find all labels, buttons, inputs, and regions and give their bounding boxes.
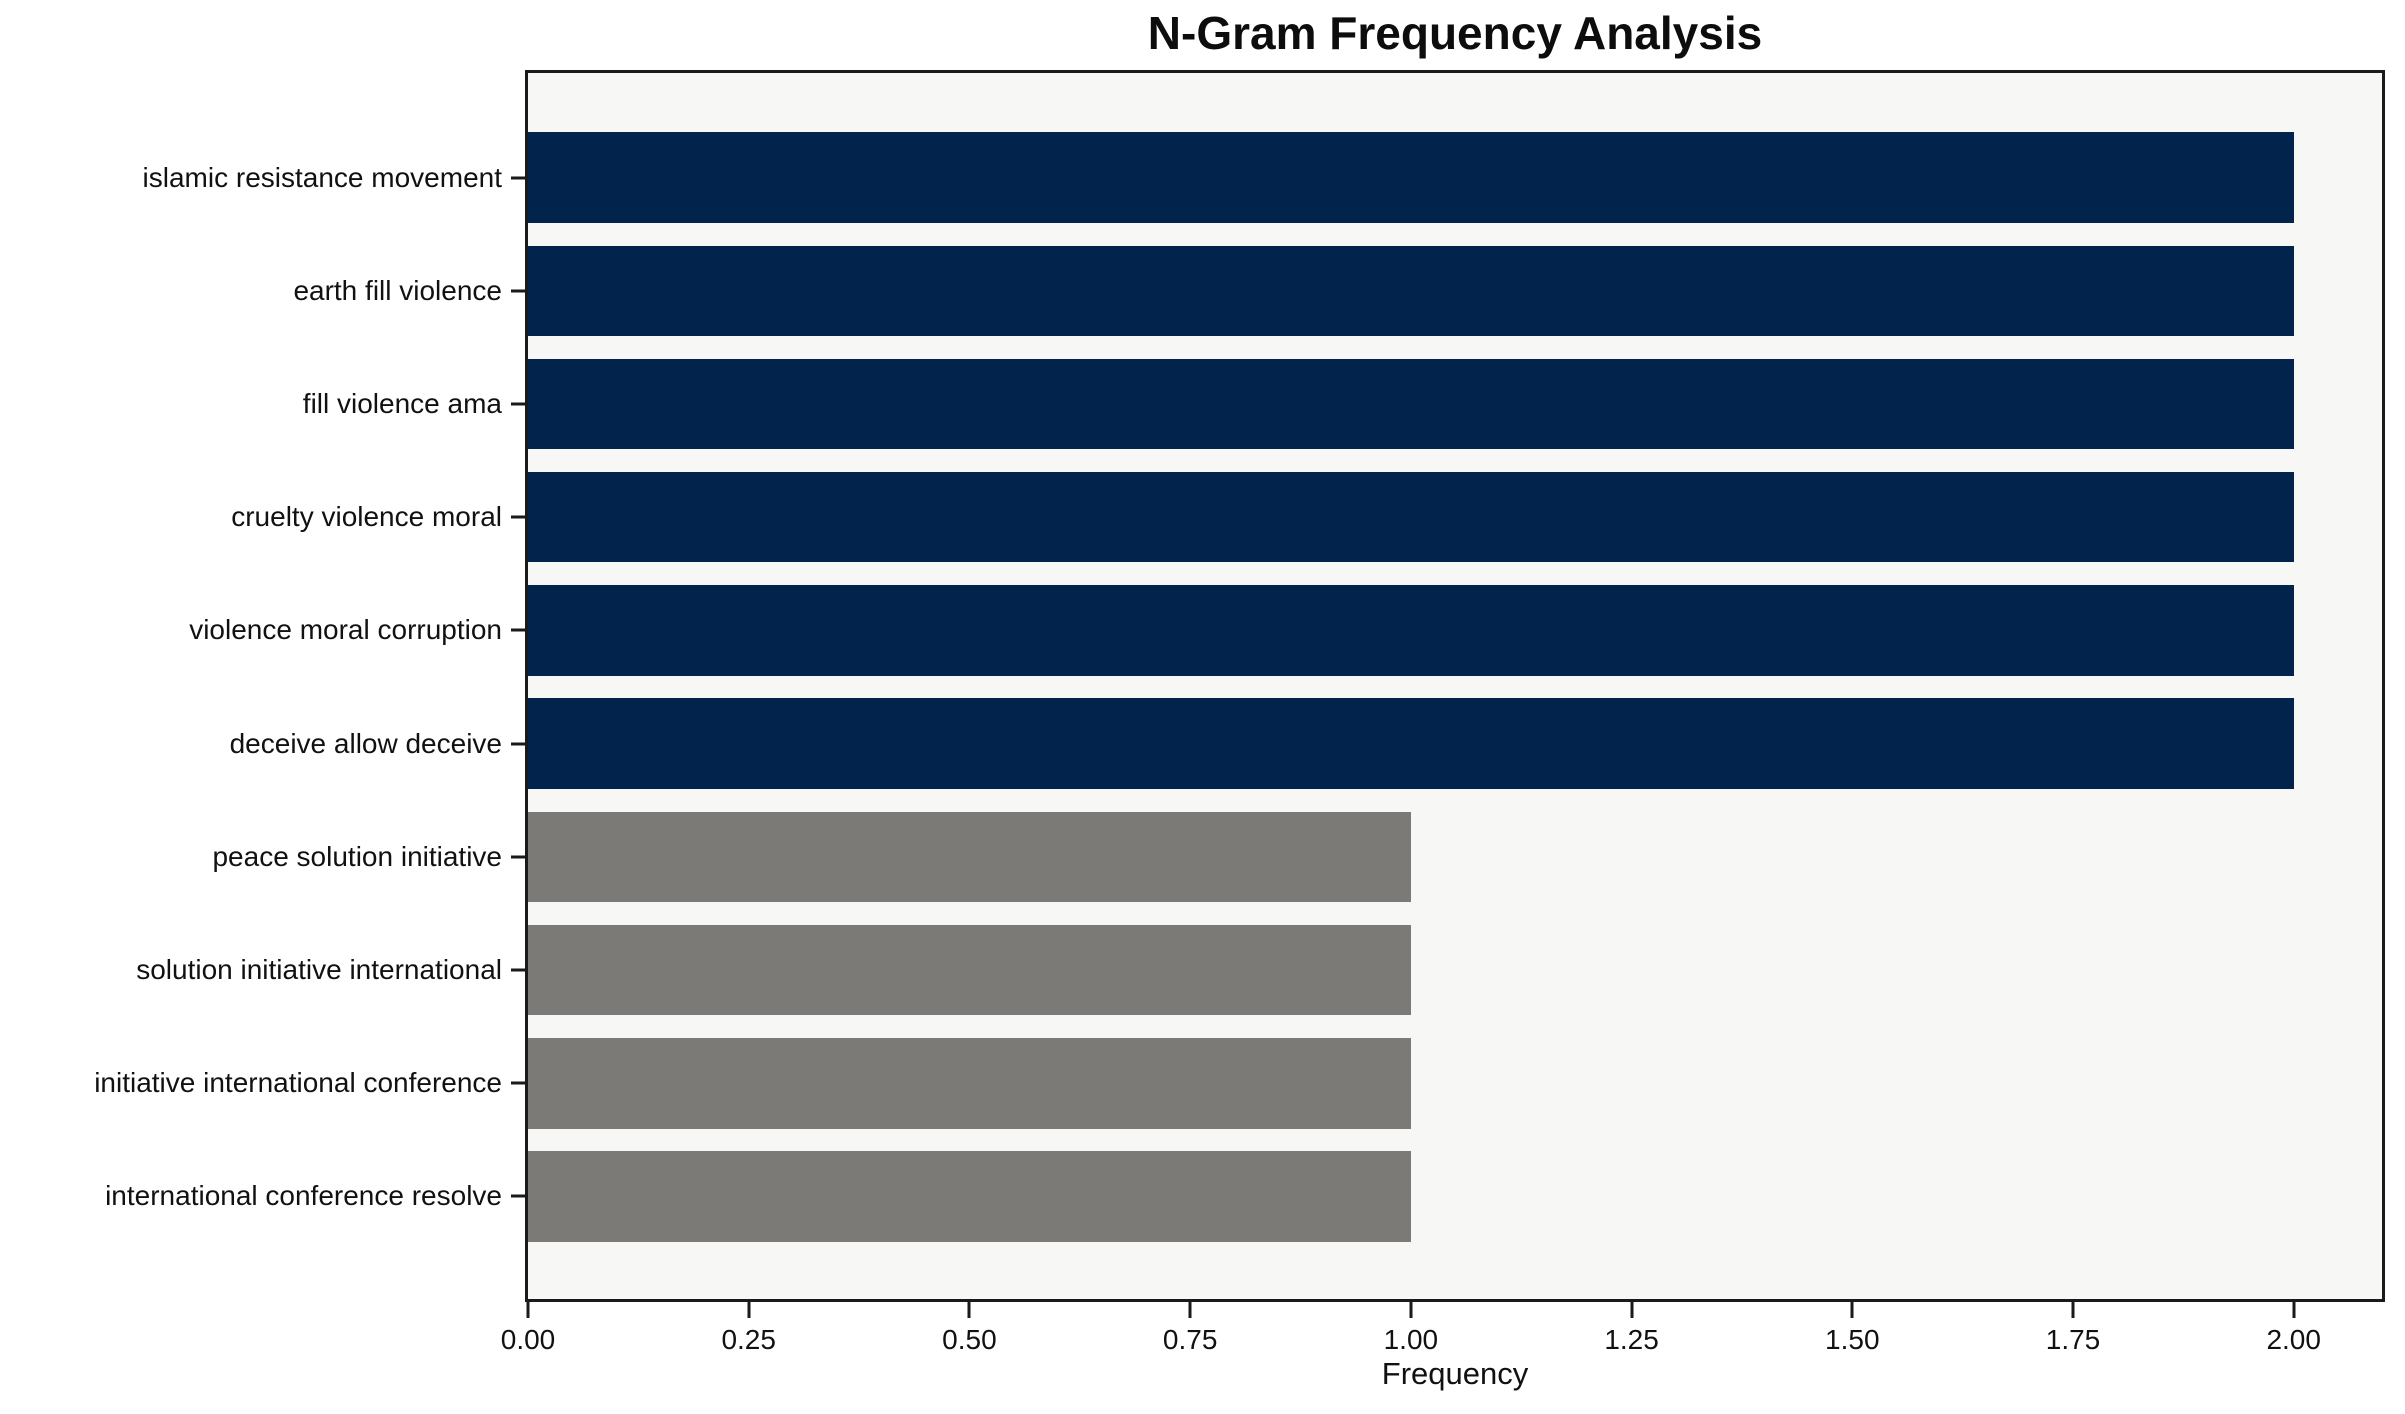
bar xyxy=(528,1037,1411,1129)
x-tick-label: 0.50 xyxy=(942,1324,997,1355)
x-tick-label: 1.00 xyxy=(1383,1324,1439,1355)
x-tick-mark xyxy=(2071,1302,2075,1318)
x-tick-label: 2.00 xyxy=(2266,1324,2321,1355)
bars-container: islamic resistance movement earth fill vi… xyxy=(94,121,2382,1253)
bar xyxy=(528,245,2294,337)
bar xyxy=(528,471,2294,563)
y-tick-mark xyxy=(511,1194,525,1198)
y-tick-mark xyxy=(511,628,525,632)
x-tick-mark xyxy=(967,1302,971,1318)
bar-row: earth fill violence xyxy=(293,234,2382,347)
bar xyxy=(528,698,2294,789)
bar-row: deceive allow deceive xyxy=(230,687,2382,800)
x-tick-label: 0.25 xyxy=(721,1324,776,1355)
bar-row: international conference resolve xyxy=(105,1140,2382,1253)
bar-row: peace solution initiative xyxy=(212,800,2382,913)
plot-area: islamic resistance movement earth fill vi… xyxy=(94,70,2385,1302)
bar-row: solution initiative international xyxy=(136,913,2382,1026)
bar-row: cruelty violence moral xyxy=(231,461,2382,574)
y-tick-label: international conference resolve xyxy=(105,1180,502,1212)
x-tick-mark xyxy=(526,1302,530,1318)
y-tick-mark xyxy=(511,1081,525,1085)
x-tick-mark xyxy=(747,1302,751,1318)
y-tick-label: earth fill violence xyxy=(293,274,502,306)
bar-row: islamic resistance movement xyxy=(143,121,2382,234)
bar xyxy=(528,358,2294,450)
x-tick-label: 1.50 xyxy=(1825,1324,1880,1355)
bar xyxy=(528,585,2294,676)
bar xyxy=(528,811,1411,903)
x-tick-label: 1.25 xyxy=(1604,1324,1659,1355)
x-tick-mark xyxy=(1409,1302,1413,1318)
bar-row: violence moral corruption xyxy=(189,574,2382,687)
bar xyxy=(528,132,2294,223)
x-tick-label: 0.75 xyxy=(1162,1324,1218,1355)
y-tick-mark xyxy=(511,515,525,519)
bar-row: initiative international conference xyxy=(94,1027,2382,1140)
bar-row: fill violence ama xyxy=(303,347,2382,460)
y-tick-mark xyxy=(511,176,525,180)
x-tick-mark xyxy=(1630,1302,1634,1318)
y-tick-label: peace solution initiative xyxy=(212,840,502,872)
bar xyxy=(528,1151,1411,1242)
y-tick-label: deceive allow deceive xyxy=(229,727,502,759)
x-tick-mark xyxy=(1188,1302,1192,1318)
bar xyxy=(528,924,1411,1016)
y-tick-mark xyxy=(511,289,525,293)
y-tick-label: violence moral corruption xyxy=(189,614,502,646)
y-tick-label: initiative international conference xyxy=(94,1067,502,1099)
y-tick-mark xyxy=(511,968,525,972)
y-tick-label: islamic resistance movement xyxy=(142,161,502,193)
x-axis-label: Frequency xyxy=(1381,1356,1529,1391)
y-tick-mark xyxy=(511,402,525,406)
chart-title: N-Gram Frequency Analysis xyxy=(1147,7,1763,59)
y-tick-label: solution initiative international xyxy=(136,954,502,986)
y-tick-label: fill violence ama xyxy=(302,388,502,419)
x-tick-label: 1.75 xyxy=(2045,1324,2101,1355)
x-tick-mark xyxy=(1850,1302,1854,1318)
x-tick-label: 0.00 xyxy=(500,1324,556,1355)
y-tick-mark xyxy=(511,742,525,746)
y-tick-label: cruelty violence moral xyxy=(231,501,502,533)
y-tick-mark xyxy=(511,855,525,859)
x-tick-mark xyxy=(2292,1302,2296,1318)
